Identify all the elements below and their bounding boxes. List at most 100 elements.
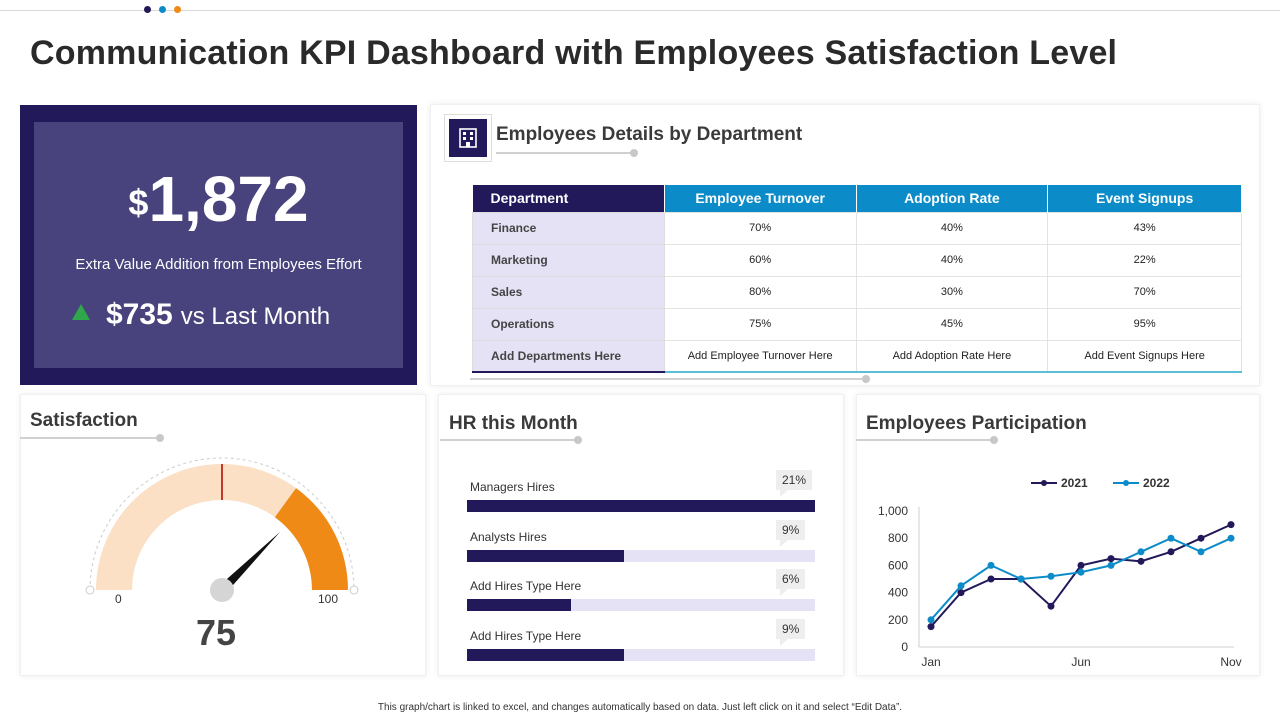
table-cell: Finance bbox=[472, 211, 665, 245]
satisfaction-title: Satisfaction bbox=[30, 410, 138, 431]
table-cell: Add Event Signups Here bbox=[1047, 339, 1242, 373]
table-cell: Add Employee Turnover Here bbox=[663, 339, 857, 373]
data-point-2022 bbox=[1047, 572, 1055, 580]
data-point-2022 bbox=[1197, 548, 1205, 556]
dot-orange bbox=[174, 6, 181, 13]
table-header-row: Department Employee Turnover Adoption Ra… bbox=[472, 185, 1242, 212]
hr-title: HR this Month bbox=[449, 413, 578, 434]
department-table: Department Employee Turnover Adoption Ra… bbox=[472, 185, 1242, 373]
kpi-description: Extra Value Addition from Employees Effo… bbox=[75, 256, 362, 273]
participation-title: Employees Participation bbox=[866, 413, 1087, 434]
participation-line-chart: 0 200 400 600 800 1,000 Jan Jun Nov 2021 2022 bbox=[878, 476, 1242, 669]
table-cell: 70% bbox=[663, 211, 857, 245]
hr-item-percent: 9% bbox=[776, 519, 806, 547]
data-point-2022 bbox=[1077, 568, 1085, 576]
table-row: Add Departments Here Add Employee Turnov… bbox=[472, 339, 1242, 373]
gauge-min-label: 0 bbox=[115, 592, 122, 606]
hr-item-track bbox=[467, 549, 815, 562]
gauge-track bbox=[96, 464, 348, 590]
y-tick-label: 800 bbox=[888, 531, 908, 545]
gauge-needle bbox=[218, 532, 280, 594]
legend-marker bbox=[1041, 480, 1047, 486]
table-cell: Sales bbox=[472, 275, 665, 309]
legend-label: 2021 bbox=[1061, 476, 1088, 490]
data-point-2021 bbox=[957, 589, 965, 597]
data-point-2021 bbox=[1077, 561, 1085, 569]
up-arrow-icon bbox=[72, 304, 90, 320]
kpi-delta-suffix: vs Last Month bbox=[180, 303, 331, 330]
page-title: Communication KPI Dashboard with Employe… bbox=[30, 34, 1118, 72]
y-tick-label: 0 bbox=[901, 640, 908, 654]
kpi-main-value: $1,872 bbox=[34, 162, 403, 236]
kpi-card-inner: $1,872 Extra Value Addition from Employe… bbox=[34, 122, 403, 368]
gauge-hub bbox=[210, 578, 234, 602]
hr-item-label: Analysts Hires bbox=[470, 529, 547, 544]
table-cell: Add Adoption Rate Here bbox=[855, 339, 1049, 373]
table-row: Operations 75% 45% 95% bbox=[472, 307, 1242, 341]
participation-title-underline bbox=[856, 436, 998, 444]
satisfaction-title-underline bbox=[20, 434, 164, 442]
gauge-max-label: 100 bbox=[318, 592, 339, 606]
hr-item-label: Add Hires Type Here bbox=[470, 579, 582, 593]
header-dots bbox=[144, 6, 181, 13]
gauge-outline bbox=[89, 457, 355, 591]
x-tick-label: Jan bbox=[921, 655, 940, 669]
table-row: Marketing 60% 40% 22% bbox=[472, 243, 1242, 277]
participation-panel bbox=[856, 394, 1260, 676]
y-tick-label: 400 bbox=[888, 586, 908, 600]
col-adoption-rate: Adoption Rate bbox=[856, 185, 1049, 212]
gauge-value: 75 bbox=[195, 612, 237, 653]
satisfaction-gauge bbox=[85, 457, 359, 602]
hr-item-percent: 6% bbox=[776, 569, 806, 596]
data-point-2021 bbox=[927, 623, 935, 631]
table-cell: 40% bbox=[855, 243, 1049, 277]
table-cell: Marketing bbox=[472, 243, 665, 277]
data-point-2022 bbox=[987, 561, 995, 569]
dot-blue bbox=[159, 6, 166, 13]
data-point-2021 bbox=[1227, 521, 1235, 529]
legend-label: 2022 bbox=[1143, 476, 1170, 490]
table-cell: 22% bbox=[1047, 243, 1242, 277]
hr-item-fill bbox=[467, 500, 815, 512]
hr-item-track bbox=[467, 599, 815, 611]
hr-item-percent: 21% bbox=[776, 470, 813, 497]
x-tick-label: Jun bbox=[1071, 655, 1090, 669]
y-tick-label: 1,000 bbox=[878, 504, 908, 518]
hr-item-label: Add Hires Type Here bbox=[470, 628, 582, 643]
y-tick-label: 600 bbox=[888, 558, 908, 572]
data-point-2021 bbox=[1197, 534, 1205, 542]
kpi-card: $1,872 Extra Value Addition from Employe… bbox=[20, 105, 417, 385]
building-icon bbox=[449, 119, 487, 157]
hr-title-underline bbox=[440, 436, 582, 444]
table-cell: Operations bbox=[472, 307, 665, 341]
data-point-2021 bbox=[1137, 557, 1145, 565]
department-icon-box bbox=[444, 114, 492, 162]
table-cell: 70% bbox=[1047, 275, 1242, 309]
data-point-2022 bbox=[1167, 534, 1175, 542]
table-cell: 43% bbox=[1047, 211, 1242, 245]
data-point-2022 bbox=[927, 616, 935, 624]
data-point-2022 bbox=[1227, 534, 1235, 542]
department-title: Employees Details by Department bbox=[496, 124, 803, 145]
data-point-2022 bbox=[957, 582, 965, 590]
table-cell: 30% bbox=[855, 275, 1049, 309]
data-point-2022 bbox=[1107, 561, 1115, 569]
table-cell: Add Departments Here bbox=[472, 339, 665, 373]
table-row: Sales 80% 30% 70% bbox=[472, 275, 1242, 309]
table-cell: 40% bbox=[855, 211, 1049, 245]
gauge-end-dot bbox=[85, 585, 95, 595]
x-tick-label: Nov bbox=[1220, 655, 1241, 669]
series-line-2022 bbox=[930, 537, 1232, 621]
gauge-value-band bbox=[274, 488, 348, 590]
data-point-2021 bbox=[1167, 548, 1175, 556]
y-tick-label: 200 bbox=[888, 613, 908, 627]
data-point-2022 bbox=[1017, 575, 1025, 583]
col-department: Department bbox=[472, 185, 665, 212]
data-point-2022 bbox=[1137, 548, 1145, 556]
data-point-2021 bbox=[1047, 602, 1055, 610]
hr-item-fill bbox=[467, 648, 624, 661]
satisfaction-panel bbox=[20, 394, 426, 676]
footer-note: This graph/chart is linked to excel, and… bbox=[377, 702, 903, 713]
table-cell: 45% bbox=[855, 307, 1049, 341]
hr-item-fill bbox=[467, 599, 572, 611]
